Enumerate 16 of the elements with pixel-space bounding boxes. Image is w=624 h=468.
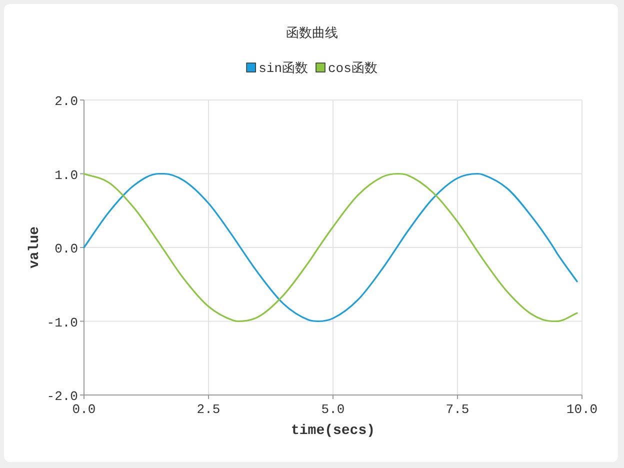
y-tick-label: 0.0 [54, 242, 78, 256]
legend-label: cos函数 [328, 61, 378, 76]
legend-label: sin函数 [258, 61, 308, 76]
y-axis-title: value [27, 226, 43, 269]
y-tick-label: 2.0 [54, 94, 78, 109]
x-axis-title: time(secs) [290, 423, 376, 439]
chart-title: 函数曲线 [286, 26, 338, 41]
y-tick-label: -1.0 [46, 315, 78, 330]
y-tick-label: -2.0 [46, 389, 78, 404]
line-series [83, 172, 578, 322]
x-tick-label: 7.5 [446, 402, 470, 417]
y-tick-label: 1.0 [54, 168, 78, 183]
x-tick-label: 5.0 [321, 402, 345, 417]
x-tick-label: 2.5 [196, 402, 220, 417]
x-tick-label: 0.0 [72, 402, 96, 417]
x-tick-label: 10.0 [566, 402, 598, 417]
